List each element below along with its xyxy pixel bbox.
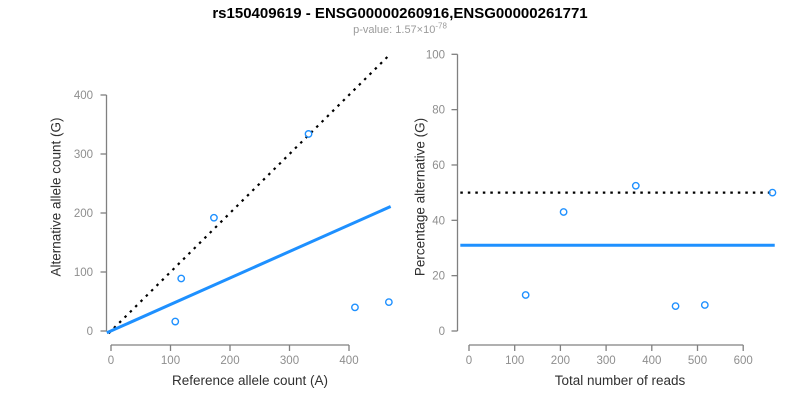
x-tick-label: 300 <box>280 355 299 367</box>
data-point <box>304 130 313 138</box>
data-point <box>210 213 218 222</box>
x-tick-label: 400 <box>642 355 661 367</box>
allele-count-scatter-panel: 0 100 200 300 400 0 100 200 300 400 <box>74 54 393 367</box>
data-point <box>768 188 777 197</box>
percentage-scatter-panel: 0 100 200 300 400 500 600 0 20 40 60 80 100 <box>426 49 777 367</box>
y-tick-label: 40 <box>432 215 445 227</box>
data-point <box>384 298 393 306</box>
x-tick-label: 200 <box>551 355 570 367</box>
x-tick-label: 0 <box>108 355 114 367</box>
p-value-subtitle: p-value: 1.57×10-78 <box>0 21 800 36</box>
data-point <box>177 274 186 283</box>
data-point <box>351 303 359 312</box>
x-tick-label: 100 <box>161 355 180 367</box>
data-point <box>700 301 709 309</box>
y-tick-label: 400 <box>74 90 93 102</box>
right-x-axis-label: Total number of reads <box>554 373 686 388</box>
y-tick-label: 100 <box>426 49 445 61</box>
regression-line <box>106 205 392 335</box>
left-x-axis-label: Reference allele count (A) <box>171 373 329 388</box>
y-tick-label: 80 <box>432 105 445 117</box>
left-y-axis-label: Alternative allele count (G) <box>48 117 64 277</box>
y-tick-label: 300 <box>74 149 93 161</box>
x-tick-label: 100 <box>505 355 524 367</box>
x-tick-label: 400 <box>339 355 358 367</box>
x-tick-label: 200 <box>220 355 239 367</box>
data-point <box>171 317 180 326</box>
data-point <box>559 208 568 216</box>
page-title: rs150409619 - ENSG00000260916,ENSG000002… <box>212 5 588 22</box>
data-point <box>521 291 530 299</box>
y-tick-label: 20 <box>432 271 445 283</box>
identity-line <box>107 54 390 335</box>
x-tick-label: 500 <box>688 355 707 367</box>
x-tick-label: 300 <box>597 355 616 367</box>
data-point <box>671 302 680 310</box>
y-tick-label: 0 <box>87 326 93 338</box>
y-tick-label: 100 <box>74 267 93 279</box>
y-tick-label: 60 <box>432 160 445 172</box>
right-y-axis-label: Percentage alternative (G) <box>412 117 428 277</box>
x-tick-label: 600 <box>734 355 753 367</box>
p-value-text: p-value: 1.57×10 <box>353 24 436 36</box>
data-point <box>631 181 640 190</box>
x-tick-label: 0 <box>466 355 472 367</box>
p-value-exponent: -78 <box>435 21 447 31</box>
y-tick-label: 0 <box>439 326 445 338</box>
y-tick-label: 200 <box>74 208 93 220</box>
